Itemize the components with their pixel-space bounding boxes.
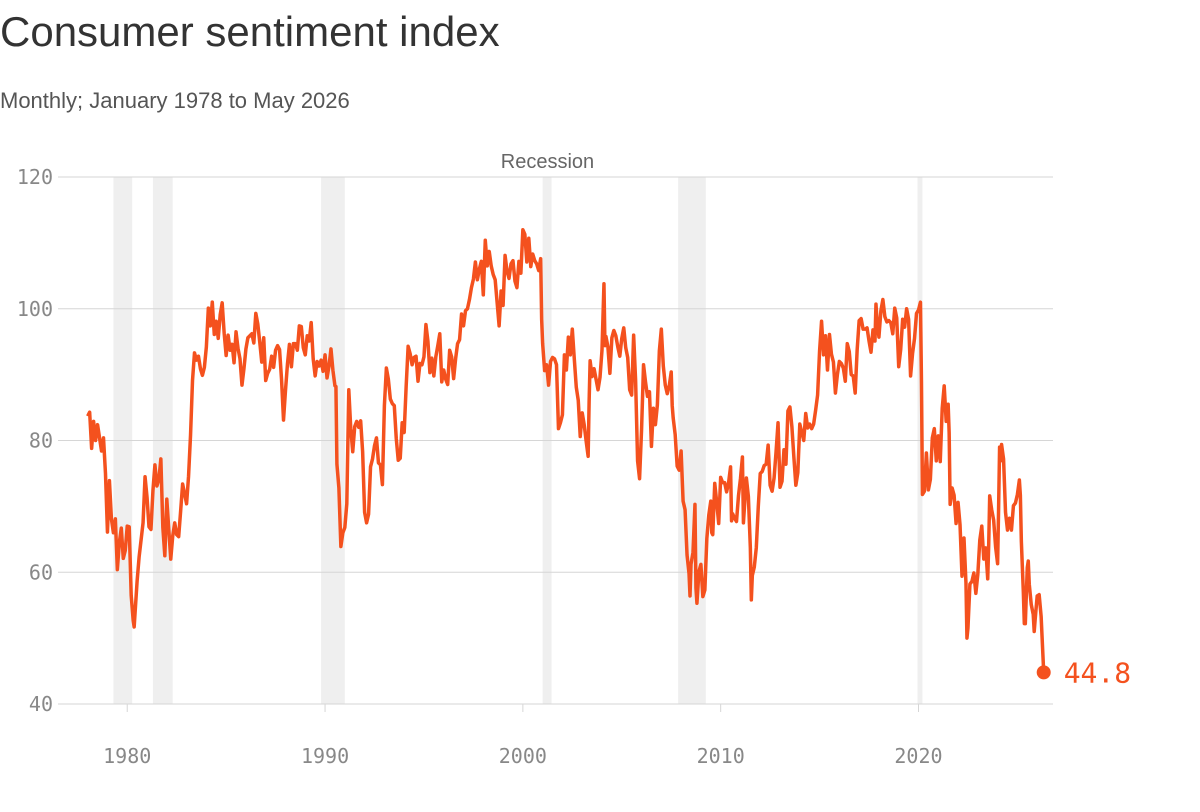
series-line xyxy=(86,227,1046,673)
end-point xyxy=(1036,665,1051,680)
recession-label: Recession xyxy=(501,151,594,173)
chart-subtitle: Monthly; January 1978 to May 2026 xyxy=(0,88,350,113)
x-tick-label: 2010 xyxy=(697,744,745,768)
y-tick-label: 80 xyxy=(29,429,53,453)
x-tick-label: 1980 xyxy=(103,744,151,768)
end-value-label: 44.8 xyxy=(1064,656,1131,689)
y-tick-label: 60 xyxy=(29,560,53,584)
y-tick-label: 40 xyxy=(29,692,53,716)
y-tick-label: 100 xyxy=(17,297,53,321)
x-tick-label: 2020 xyxy=(894,744,942,768)
chart-title: Consumer sentiment index xyxy=(0,8,500,55)
y-tick-label: 120 xyxy=(17,165,53,189)
x-tick-label: 1990 xyxy=(301,744,349,768)
x-tick-label: 2000 xyxy=(499,744,547,768)
